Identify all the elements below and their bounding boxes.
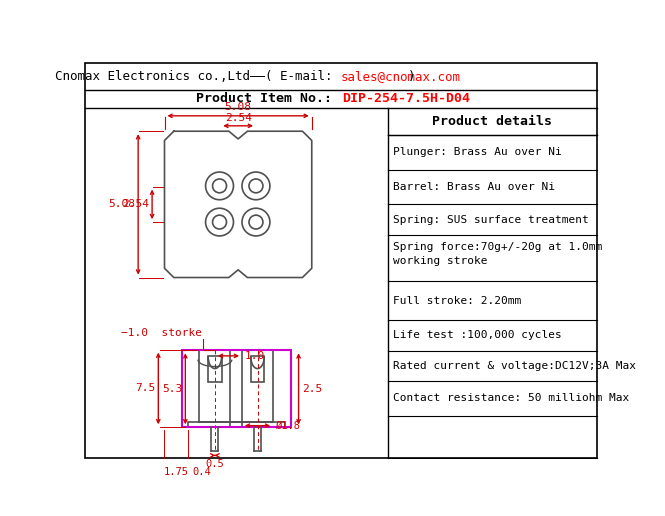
Text: Life test :100,000 cycles: Life test :100,000 cycles [393,330,562,340]
Bar [182,350,291,427]
Text: Product details: Product details [432,115,553,128]
Bar [208,357,221,382]
Text: Plunger: Brass Au over Ni: Plunger: Brass Au over Ni [393,147,562,157]
Bar [200,350,231,422]
Text: Contact resistance: 50 milliohm Max: Contact resistance: 50 milliohm Max [393,393,629,404]
Text: Spring force:70g+/-20g at 1.0mm: Spring force:70g+/-20g at 1.0mm [393,243,602,252]
Text: Ø1.8: Ø1.8 [275,421,301,431]
Text: 2.54: 2.54 [122,199,149,209]
Bar [230,422,285,427]
Text: sales@cnomax.com: sales@cnomax.com [340,70,460,83]
Text: Spring: SUS surface treatment: Spring: SUS surface treatment [393,215,589,225]
Text: 5.3: 5.3 [162,384,182,394]
Text: 2.5: 2.5 [302,384,322,394]
Text: 1.75: 1.75 [164,467,188,477]
Text: Full stroke: 2.20mm: Full stroke: 2.20mm [393,296,521,305]
Text: 1.0: 1.0 [244,351,265,361]
Text: 0.5: 0.5 [205,459,224,469]
Text: −1.0  storke: −1.0 storke [121,328,201,338]
Text: ): ) [408,70,416,83]
Text: DIP-254-7.5H-D04: DIP-254-7.5H-D04 [342,92,470,105]
Text: Product Item No.:: Product Item No.: [196,92,340,105]
Text: 0.4: 0.4 [193,467,211,477]
Bar [188,422,242,427]
Text: working stroke: working stroke [393,255,487,266]
Text: Cnomax Electronics co.,Ltd——( E-mail:: Cnomax Electronics co.,Ltd——( E-mail: [55,70,340,83]
Text: 5.08: 5.08 [225,102,251,112]
Text: 2.54: 2.54 [225,113,251,123]
Text: 7.5: 7.5 [135,383,155,393]
Text: Rated current & voltage:DC12V;3A Max: Rated current & voltage:DC12V;3A Max [393,361,636,371]
Text: 5.08: 5.08 [108,199,135,209]
Text: Barrel: Brass Au over Ni: Barrel: Brass Au over Ni [393,182,555,191]
Bar [251,357,264,382]
Bar [242,350,273,422]
